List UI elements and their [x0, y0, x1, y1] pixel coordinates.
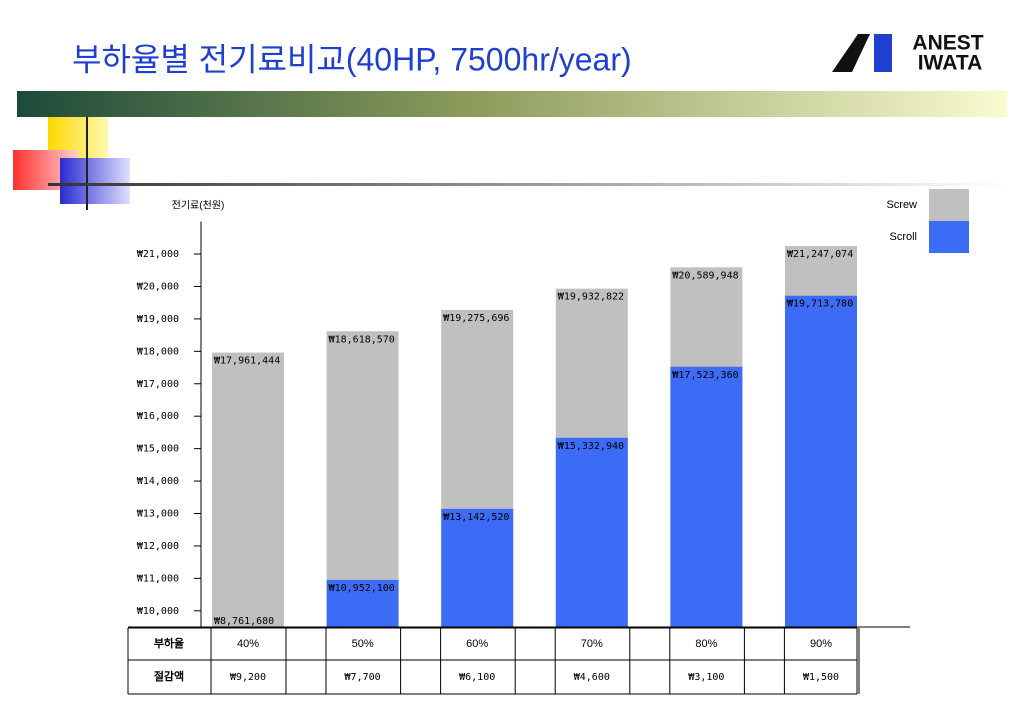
data-label: ₩10,952,100 [329, 583, 395, 594]
y-tick-label: ₩11,000 [137, 573, 179, 584]
data-label: ₩19,932,822 [558, 292, 624, 303]
y-tick-label: ₩10,000 [137, 606, 179, 617]
logo-text: ANEST [912, 32, 983, 55]
y-tick-label: ₩21,000 [137, 249, 179, 260]
y-tick-label: ₩18,000 [137, 346, 179, 357]
data-label: ₩19,275,696 [443, 313, 509, 324]
data-label: ₩18,618,570 [329, 334, 395, 345]
y-tick-label: ₩17,000 [137, 379, 179, 390]
y-tick-label: ₩13,000 [137, 508, 179, 519]
table-row-label: 절감액 [154, 669, 184, 683]
bar [555, 437, 628, 627]
table-cell: ₩1,500 [803, 672, 839, 683]
table-cell: ₩4,600 [574, 672, 610, 683]
plot-area [212, 246, 857, 627]
data-label: ₩13,142,520 [443, 512, 509, 523]
data-label: ₩20,589,948 [672, 270, 738, 281]
y-tick-label: ₩12,000 [137, 541, 179, 552]
data-label: ₩8,761,680 [214, 616, 274, 627]
data-label: ₩15,332,940 [558, 441, 624, 452]
table-cell: ₩6,100 [459, 672, 495, 683]
data-label: ₩21,247,074 [787, 249, 853, 260]
y-tick-label: ₩20,000 [137, 281, 179, 292]
slide-title: 부하율별 전기료비교(40HP, 7500hr/year) [72, 41, 632, 77]
legend-label: Scroll [889, 231, 917, 243]
y-tick-label: ₩16,000 [137, 411, 179, 422]
legend-swatch [929, 189, 969, 221]
y-tick-label: ₩15,000 [137, 444, 179, 455]
x-tick-label: 60% [466, 638, 488, 650]
x-tick-label: 40% [237, 638, 259, 650]
data-label: ₩19,713,780 [787, 299, 853, 310]
legend-label: Screw [886, 199, 917, 211]
x-tick-label: 90% [810, 638, 832, 650]
x-tick-label: 80% [695, 638, 717, 650]
bar [326, 579, 399, 627]
axis-title: 전기료(천원) [172, 200, 225, 212]
bar [785, 295, 857, 627]
bar [670, 366, 743, 627]
table-cell: ₩9,200 [230, 672, 266, 683]
legend-swatch [929, 221, 969, 253]
data-label: ₩17,961,444 [214, 356, 280, 367]
bar [212, 352, 284, 627]
x-tick-label: 70% [581, 638, 603, 650]
logo: ANEST IWATA [832, 32, 984, 75]
bar [441, 508, 514, 627]
deco [60, 158, 130, 204]
header-band [17, 91, 1007, 117]
data-label: ₩17,523,360 [672, 370, 738, 381]
bar [326, 331, 399, 627]
deco [48, 183, 1008, 186]
y-tick-label: ₩19,000 [137, 314, 179, 325]
table-cell: ₩7,700 [345, 672, 381, 683]
logo-text: IWATA [918, 52, 983, 75]
y-tick-label: ₩14,000 [137, 476, 179, 487]
table-cell: ₩3,100 [688, 672, 724, 683]
table-row-label: 부하율 [154, 636, 184, 650]
x-tick-label: 50% [352, 638, 374, 650]
